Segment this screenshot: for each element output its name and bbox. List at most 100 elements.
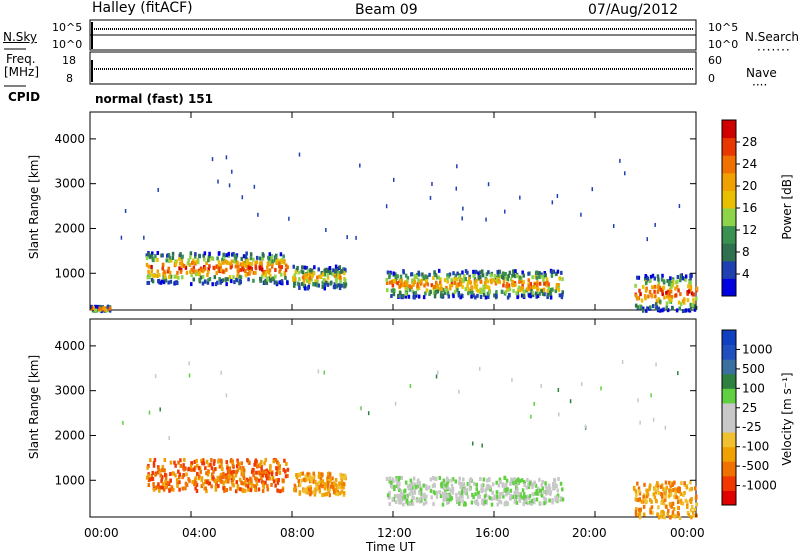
power-echo-cell bbox=[94, 305, 98, 310]
power-echo-cell bbox=[405, 282, 409, 287]
power-echo-cell bbox=[210, 256, 214, 261]
power-echo-cell bbox=[695, 286, 699, 291]
power-echo-cell bbox=[540, 272, 543, 277]
velocity-sparse-echo bbox=[558, 412, 560, 417]
power-echo-cell bbox=[641, 306, 645, 311]
power-colorbar-swatch bbox=[722, 260, 736, 279]
power-echo-cell bbox=[313, 265, 316, 270]
power-echo-cell bbox=[424, 291, 427, 296]
power-echo-cell bbox=[669, 276, 672, 281]
power-echo-cell bbox=[543, 281, 546, 286]
power-echo-cell bbox=[643, 294, 647, 299]
power-echo-cell bbox=[535, 275, 539, 280]
power-echo-cell bbox=[174, 262, 178, 267]
power-echo-cell bbox=[192, 277, 196, 282]
velocity-sparse-echo bbox=[188, 361, 190, 366]
velocity-echo-cell bbox=[393, 487, 396, 492]
velocity-echo-cell bbox=[425, 494, 428, 499]
power-echo-cell bbox=[437, 268, 441, 273]
nave-tick-top: 60 bbox=[708, 54, 722, 67]
power-echo-cell bbox=[218, 266, 221, 271]
power-echo-cell bbox=[637, 275, 641, 280]
power-echo-cell bbox=[166, 269, 170, 274]
power-echo-cell bbox=[98, 306, 101, 311]
power-echo-cell bbox=[400, 282, 403, 287]
power-echo-cell bbox=[406, 279, 409, 284]
velocity-echo-cell bbox=[340, 475, 343, 480]
power-echo-cell bbox=[479, 294, 483, 299]
power-echo-cell bbox=[475, 283, 479, 288]
power-echo-cell bbox=[225, 253, 228, 258]
velocity-sparse-echo bbox=[664, 425, 667, 430]
velocity-echo-cell bbox=[561, 487, 564, 492]
xtick-1: 04:00 bbox=[182, 526, 217, 540]
velocity-echo-cell bbox=[253, 484, 256, 489]
power-echo-cell bbox=[560, 270, 563, 275]
power-echo-cell bbox=[479, 290, 482, 295]
velocity-echo-cell bbox=[340, 489, 344, 494]
velocity-echo-cell bbox=[228, 475, 231, 480]
power-echo-cell bbox=[333, 285, 336, 290]
power-echo-cell bbox=[496, 270, 499, 275]
power-echo-cell bbox=[238, 274, 241, 279]
velocity-sparse-echo bbox=[652, 417, 655, 422]
velocity-echo-cell bbox=[332, 487, 336, 492]
power-echo-cell bbox=[657, 280, 661, 285]
power-echo-cell bbox=[685, 308, 688, 313]
power-echo-cell bbox=[636, 275, 639, 280]
power-sparse-echo bbox=[462, 206, 464, 211]
power-sparse-echo bbox=[143, 235, 145, 240]
velocity-echo-cell bbox=[424, 500, 428, 505]
velocity-echo-cell bbox=[476, 491, 480, 496]
power-sparse-echo bbox=[217, 179, 219, 184]
power-echo-cell bbox=[391, 283, 395, 288]
power-sparse-echo bbox=[431, 181, 433, 186]
power-echo-cell bbox=[297, 270, 300, 275]
velocity-echo-cell bbox=[391, 497, 394, 502]
velocity-echo-cell bbox=[224, 475, 228, 480]
velocity-echo-cell bbox=[496, 494, 499, 499]
power-sparse-echo bbox=[228, 183, 231, 188]
power-echo-cell bbox=[392, 292, 396, 297]
power-echo-cell bbox=[386, 270, 390, 275]
power-echo-cell bbox=[484, 281, 487, 286]
power-echo-cell bbox=[476, 288, 480, 293]
power-echo-cell bbox=[679, 278, 682, 283]
power-echo-cell bbox=[549, 295, 553, 300]
velocity-echo-cell bbox=[176, 483, 179, 488]
power-echo-cell bbox=[173, 274, 177, 279]
power-echo-cell bbox=[671, 277, 675, 282]
velocity-echo-cell bbox=[418, 484, 422, 489]
velocity-echo-cell bbox=[164, 472, 167, 477]
velocity-echo-cell bbox=[526, 501, 529, 506]
power-echo-cell bbox=[301, 270, 305, 275]
power-echo-cell bbox=[507, 273, 510, 278]
velocity-echo-cell bbox=[498, 477, 502, 482]
velocity-echo-cell bbox=[485, 478, 489, 483]
power-echo-cell bbox=[343, 278, 347, 283]
power-echo-cell bbox=[554, 289, 558, 294]
power-echo-cell bbox=[292, 277, 295, 282]
power-echo-cell bbox=[246, 266, 250, 271]
velocity-echo-cell bbox=[222, 471, 225, 476]
power-echo-cell bbox=[506, 275, 509, 280]
power-echo-cell bbox=[334, 264, 338, 269]
velocity-echo-cell bbox=[543, 496, 546, 501]
velocity-echo-cell bbox=[650, 499, 653, 504]
power-echo-cell bbox=[532, 285, 535, 290]
velocity-colorbar-label: 1000 bbox=[742, 342, 773, 356]
velocity-echo-cell bbox=[644, 500, 648, 505]
velocity-echo-cell bbox=[662, 501, 666, 506]
velocity-echo-cell bbox=[476, 502, 480, 507]
power-echo-cell bbox=[286, 265, 289, 270]
power-echo-cell bbox=[665, 305, 668, 310]
power-echo-cell bbox=[266, 265, 269, 270]
velocity-echo-cell bbox=[522, 492, 526, 497]
power-echo-cell bbox=[561, 290, 565, 295]
power-sparse-echo bbox=[461, 216, 463, 221]
power-echo-cell bbox=[342, 271, 346, 276]
power-echo-cell bbox=[545, 283, 548, 288]
power-ytick-label: 1000 bbox=[54, 266, 85, 280]
power-echo-cell bbox=[494, 294, 498, 299]
velocity-echo-cell bbox=[655, 481, 659, 486]
